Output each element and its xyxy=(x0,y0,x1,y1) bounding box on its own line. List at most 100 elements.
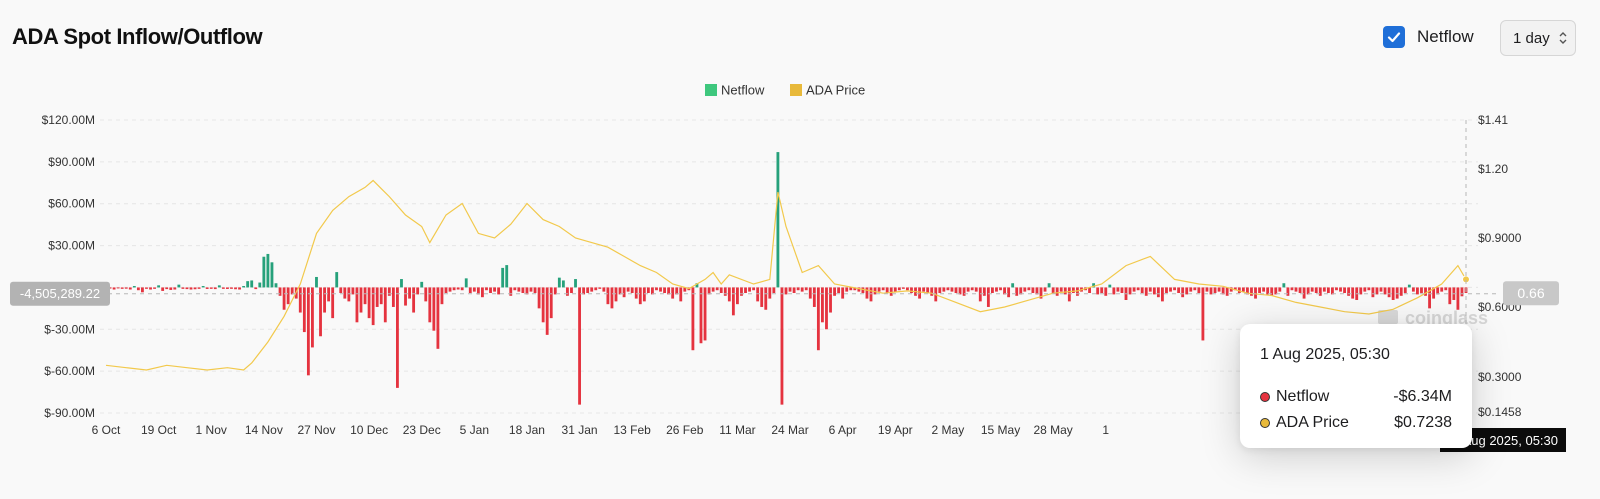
netflow-bar xyxy=(416,287,420,295)
netflow-bar xyxy=(529,287,533,292)
netflow-bar xyxy=(881,287,885,291)
netflow-bar xyxy=(1270,287,1274,296)
netflow-bar xyxy=(748,287,751,292)
x-tick-label: 24 Mar xyxy=(771,423,808,437)
netflow-bar xyxy=(1274,287,1278,295)
netflow-bar xyxy=(306,287,310,376)
netflow-bar xyxy=(1003,287,1006,295)
netflow-bar xyxy=(740,287,743,296)
x-tick-label: 28 May xyxy=(1033,423,1072,437)
netflow-bar xyxy=(149,287,152,290)
interval-select[interactable]: 1 day xyxy=(1500,20,1576,56)
netflow-bar xyxy=(165,287,169,290)
netflow-bar xyxy=(250,280,254,288)
netflow-bar xyxy=(189,287,193,290)
netflow-bar xyxy=(877,287,881,292)
netflow-bar xyxy=(926,287,930,294)
netflow-bar xyxy=(889,287,893,296)
netflow-bar xyxy=(1193,287,1197,291)
netflow-bar xyxy=(1035,287,1039,295)
netflow-toggle[interactable]: Netflow xyxy=(1383,26,1474,48)
netflow-bar xyxy=(723,287,727,296)
netflow-bar xyxy=(420,281,424,288)
netflow-bar xyxy=(521,287,525,294)
netflow-bar xyxy=(440,287,444,305)
netflow-bar xyxy=(946,287,950,291)
x-tick-label: 1 Nov xyxy=(196,423,227,437)
netflow-bar xyxy=(1250,287,1253,296)
netflow-bar xyxy=(788,287,792,292)
netflow-bar xyxy=(1233,287,1237,291)
netflow-bar xyxy=(383,287,387,323)
netflow-bar xyxy=(711,287,715,292)
x-tick-label: 2 May xyxy=(932,423,965,437)
netflow-bar xyxy=(626,287,630,292)
netflow-bar xyxy=(238,287,241,290)
netflow-bar xyxy=(1181,287,1185,298)
netflow-bar xyxy=(760,287,764,307)
netflow-bar xyxy=(359,287,363,313)
netflow-bar xyxy=(594,287,598,291)
netflow-bar xyxy=(675,287,679,295)
netflow-bar xyxy=(1047,283,1051,288)
netflow-bar xyxy=(991,287,994,294)
svg-text:-4,505,289.22: -4,505,289.22 xyxy=(20,286,100,301)
chevron-up-down-icon xyxy=(1558,31,1568,45)
netflow-bar xyxy=(1290,287,1294,291)
watermark-text: coinglass xyxy=(1405,308,1488,328)
netflow-bar xyxy=(1440,287,1444,292)
netflow-bar xyxy=(893,287,897,292)
netflow-bar xyxy=(1173,287,1176,291)
netflow-bar xyxy=(683,287,687,292)
netflow-bar xyxy=(1209,287,1213,295)
netflow-bar xyxy=(197,287,201,289)
netflow-bar xyxy=(1152,287,1156,295)
netflow-bar xyxy=(1335,287,1338,291)
netflow-bar xyxy=(703,287,707,341)
netflow-bar xyxy=(1424,287,1427,296)
netflow-bar xyxy=(1254,287,1257,299)
netflow-bar xyxy=(387,287,391,296)
netflow-bar xyxy=(120,287,124,289)
netflow-bar xyxy=(1387,287,1391,298)
netflow-bar xyxy=(707,287,711,295)
netflow-bar xyxy=(537,287,541,309)
y-left-tick-label: $60.00M xyxy=(48,197,95,211)
netflow-bar xyxy=(1031,287,1035,294)
netflow-bar xyxy=(266,253,270,288)
netflow-bar xyxy=(1432,287,1436,299)
netflow-bar xyxy=(323,287,326,313)
legend-swatch-price xyxy=(790,84,802,96)
netflow-bar xyxy=(452,287,456,291)
netflow-bar xyxy=(489,287,492,294)
x-tick-label: 14 Nov xyxy=(245,423,283,437)
netflow-bar xyxy=(1019,287,1023,295)
netflow-checkbox[interactable] xyxy=(1383,26,1405,48)
netflow-bar xyxy=(391,287,395,307)
netflow-bar xyxy=(335,272,339,288)
netflow-bar xyxy=(845,287,849,292)
netflow-bar xyxy=(833,287,836,296)
netflow-bar xyxy=(699,287,703,344)
netflow-bar xyxy=(1322,287,1326,292)
header: ADA Spot Inflow/Outflow Netflow 1 day xyxy=(0,0,1600,80)
netflow-bar xyxy=(108,287,112,289)
netflow-bar xyxy=(1011,283,1015,288)
x-tick-label: 19 Apr xyxy=(878,423,913,437)
netflow-bar xyxy=(825,287,828,330)
svg-text:0.66: 0.66 xyxy=(1517,285,1544,301)
x-tick-label: 13 Feb xyxy=(614,423,652,437)
netflow-bar xyxy=(1407,284,1411,288)
netflow-bar xyxy=(1266,287,1270,295)
netflow-bar xyxy=(606,287,610,305)
netflow-bar xyxy=(646,287,650,294)
netflow-bar xyxy=(1229,287,1233,292)
netflow-bar xyxy=(590,287,594,292)
netflow-bar xyxy=(578,287,581,405)
netflow-bar xyxy=(557,277,561,288)
netflow-bar xyxy=(885,287,889,294)
netflow-bar xyxy=(610,287,614,309)
y-left-tick-label: $-90.00M xyxy=(44,406,95,420)
netflow-bar xyxy=(1100,287,1104,294)
